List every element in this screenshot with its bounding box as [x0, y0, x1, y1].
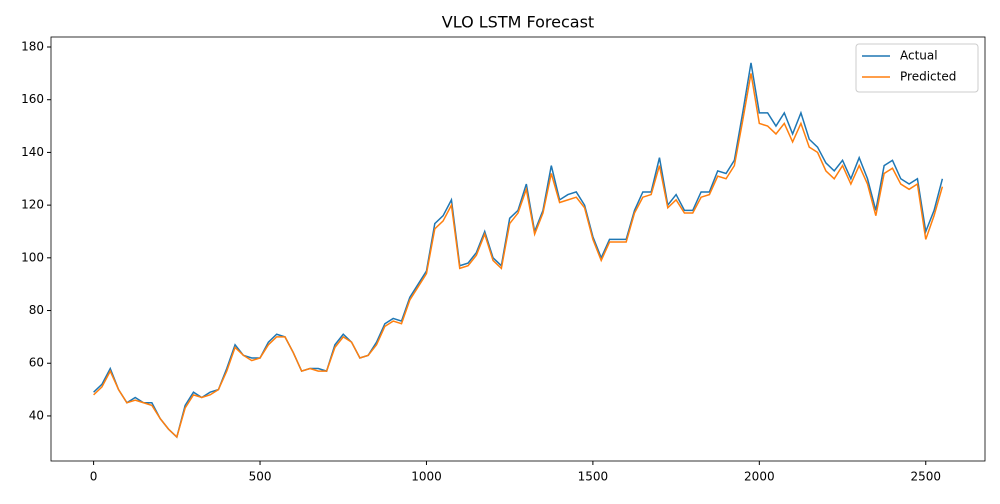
y-tick-label: 60	[29, 356, 44, 370]
x-tick-label: 1000	[411, 470, 442, 484]
series-line	[93, 73, 944, 439]
x-tick-label: 500	[249, 470, 272, 484]
chart-title: VLO LSTM Forecast	[442, 13, 594, 32]
x-tick-label: 1500	[578, 470, 609, 484]
y-tick-label: 40	[29, 408, 44, 422]
x-tick-label: 2000	[744, 470, 775, 484]
x-tick-label: 2500	[910, 470, 941, 484]
y-tick-label: 160	[21, 92, 44, 106]
series-line	[93, 62, 944, 439]
y-tick-label: 180	[21, 40, 44, 54]
y-tick-label: 120	[21, 198, 44, 212]
y-tick-label: 100	[21, 250, 44, 264]
plot-frame	[50, 36, 986, 462]
y-tick-label: 140	[21, 145, 44, 159]
x-tick-label: 0	[90, 470, 98, 484]
legend-label: Predicted	[900, 70, 956, 84]
y-tick-label: 80	[29, 303, 44, 317]
legend-label: Actual	[900, 49, 938, 63]
